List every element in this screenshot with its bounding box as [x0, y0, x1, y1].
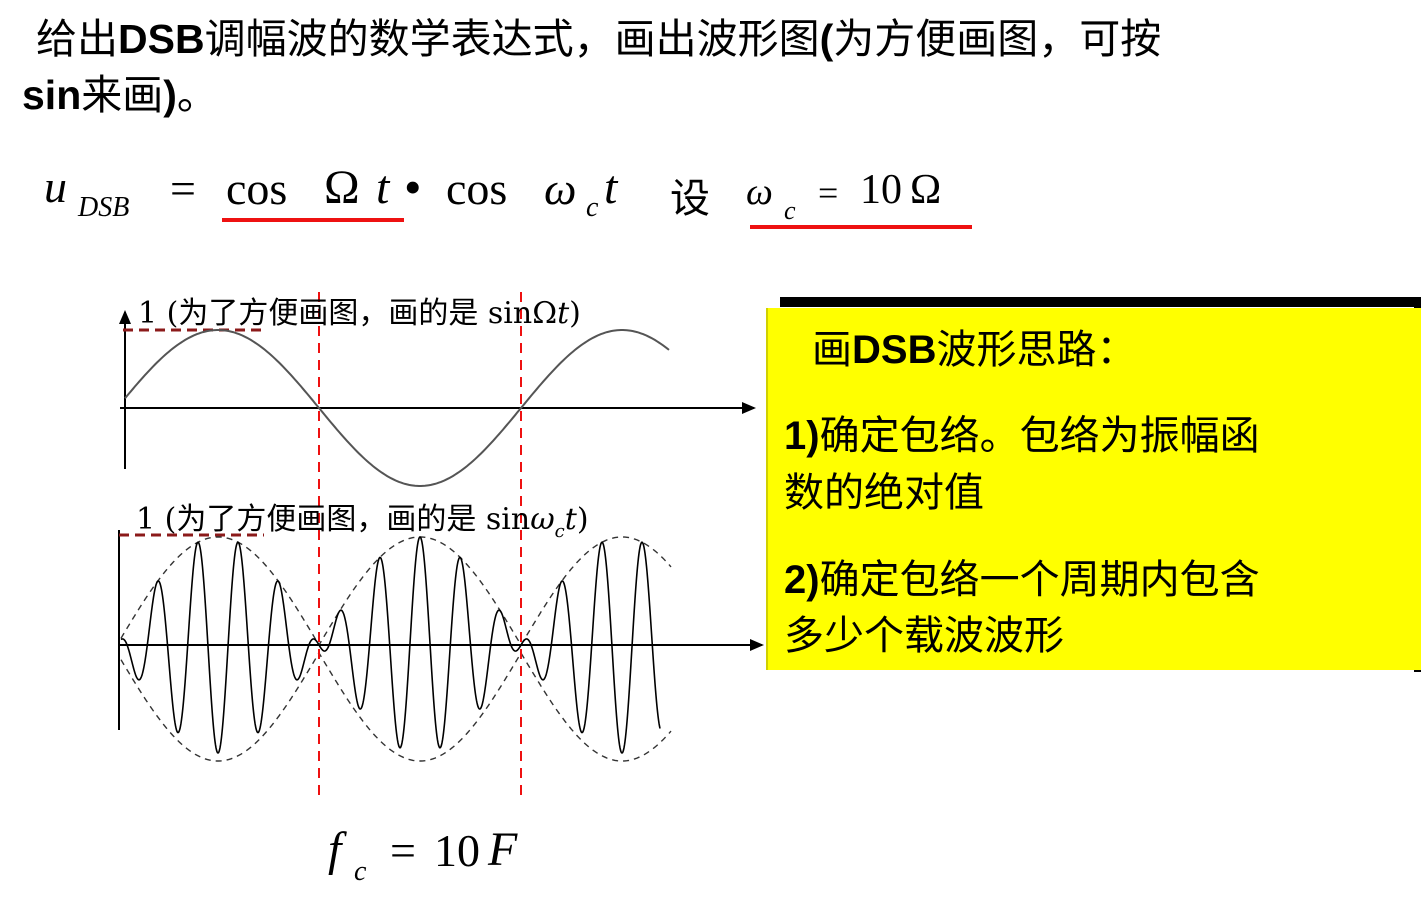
formula-t: t — [376, 161, 390, 214]
formula-set: 设 — [670, 176, 710, 222]
formula-cos: cos — [226, 163, 288, 214]
envelope-lower — [120, 651, 672, 762]
callout-box: 画DSB波形思路： 1)确定包络。包络为振幅函 数的绝对值 2)确定包络一个周期… — [766, 308, 1421, 670]
callout-item-number: 2) — [784, 558, 820, 602]
question-line-1: 给出DSB调幅波的数学表达式，画出波形图(为方便画图，可按 — [36, 14, 1161, 64]
question-text: 给出 — [36, 15, 118, 63]
formula-omega: ω — [544, 163, 577, 214]
question-text: 为方便画图，可按 — [833, 15, 1162, 63]
fc-sub-c: c — [354, 856, 367, 887]
annotation-paren: ) — [569, 296, 581, 331]
callout-title: 画DSB波形思路： — [812, 322, 1136, 378]
envelope-upper — [120, 536, 672, 647]
question-sin: sin — [22, 72, 82, 118]
bottom-annotation: 1 (为了方便画图，画的是 sinωct) — [136, 494, 589, 542]
question-paren: ) — [163, 72, 177, 118]
formula-omega: ω — [746, 171, 773, 213]
underline-cos-omega-t — [222, 218, 404, 222]
formula-bullet: • — [404, 159, 422, 215]
formula-u: u — [44, 161, 67, 212]
formula-sub-dsb: DSB — [78, 192, 130, 223]
annotation-text: 1 (为了方便画图，画的是 sin — [138, 296, 533, 331]
question-paren: ( — [819, 16, 834, 62]
formula-cos: cos — [446, 163, 508, 214]
dsb-wave — [120, 536, 661, 754]
formula-equals: = — [818, 173, 839, 213]
annotation-t: t — [564, 502, 577, 537]
callout-item-text: 确定包络。包络为振幅函 — [819, 413, 1260, 459]
callout-item-text: 确定包络一个周期内包含 — [819, 557, 1260, 603]
fc-f: f — [328, 823, 342, 876]
callout-title-dsb: DSB — [852, 328, 937, 372]
question-text: 。 — [176, 71, 218, 119]
question-text: 调幅波的数学表达式，画出波形图 — [204, 15, 820, 63]
question-dsb: DSB — [118, 16, 205, 62]
callout-item-2-line-2: 多少个载波波形 — [784, 613, 1064, 659]
sine-wave — [124, 329, 670, 487]
callout-title-text: 波形思路： — [936, 327, 1137, 373]
formula-ten: 10 — [860, 167, 902, 213]
annotation-omega: ω — [530, 502, 555, 537]
annotation-t: t — [557, 296, 570, 331]
fc-F: F — [488, 823, 518, 876]
callout-item-1-line-1: 1)确定包络。包络为振幅函 — [784, 408, 1260, 464]
formula-sub-c: c — [586, 192, 599, 223]
callout-item-2-line-1: 2)确定包络一个周期内包含 — [784, 552, 1260, 608]
formula-sub-c: c — [784, 196, 796, 225]
top-annotation: 1 (为了方便画图，画的是 sinΩt) — [138, 288, 581, 332]
annotation-omega-cap: Ω — [532, 296, 558, 331]
formula-omega-cap: Ω — [910, 167, 942, 213]
callout-title-text: 画 — [812, 327, 852, 373]
underline-omega-c — [750, 225, 972, 229]
question-line-2: sin来画)。 — [22, 70, 218, 120]
fc-ten: 10 — [434, 825, 480, 876]
formula-omega-cap: Ω — [324, 161, 360, 214]
callout-item-1-line-2: 数的绝对值 — [784, 470, 984, 516]
annotation-text: 1 (为了方便画图，画的是 sin — [136, 502, 531, 537]
question-text: 来画 — [81, 71, 164, 119]
formula-equals: = — [170, 163, 196, 214]
callout-item-number: 1) — [784, 414, 820, 458]
formula-t: t — [604, 161, 618, 214]
callout-shadow-top — [780, 297, 1421, 307]
annotation-sub-c: c — [554, 521, 565, 542]
fc-equals: = — [390, 825, 416, 876]
annotation-paren: ) — [576, 502, 589, 537]
